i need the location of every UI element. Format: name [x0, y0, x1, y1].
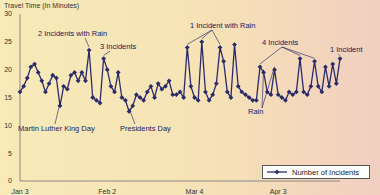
html-text:Number of Incidents: Number of Incidents [292, 167, 360, 177]
svg-text:0: 0 [8, 177, 12, 184]
svg-text:1 Incident with Rain: 1 Incident with Rain [190, 21, 255, 30]
svg-text:Jan 3: Jan 3 [11, 188, 28, 195]
svg-text:Feb 2: Feb 2 [98, 188, 116, 195]
svg-text:25: 25 [8, 38, 12, 45]
svg-text:Mar 4: Mar 4 [186, 188, 204, 195]
svg-text:1 Incident: 1 Incident [330, 45, 363, 54]
svg-text:5: 5 [8, 150, 12, 157]
svg-text:Martin Luther King Day: Martin Luther King Day [18, 124, 95, 133]
svg-text:Presidents Day: Presidents Day [120, 124, 171, 133]
svg-text:Apr 3: Apr 3 [270, 188, 287, 195]
svg-text:15: 15 [8, 94, 12, 101]
svg-text:2 Incidents with Rain: 2 Incidents with Rain [38, 29, 107, 38]
svg-text:4 Incidents: 4 Incidents [262, 38, 299, 47]
svg-text:20: 20 [8, 66, 12, 73]
svg-text:3 Incidents: 3 Incidents [100, 42, 137, 51]
svg-text:30: 30 [8, 10, 12, 17]
svg-text:10: 10 [8, 122, 12, 129]
svg-text:Travel Time (In Minutes): Travel Time (In Minutes) [8, 2, 79, 10]
svg-text:Rain: Rain [248, 107, 263, 116]
